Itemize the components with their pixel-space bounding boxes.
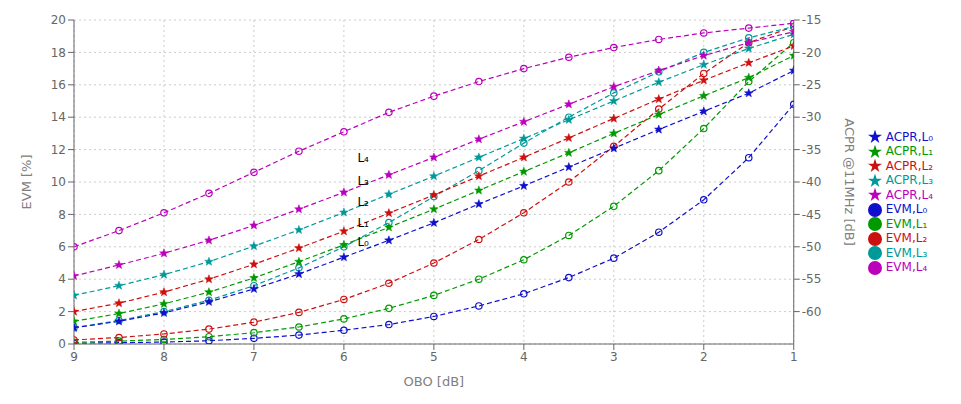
html-text:EVM,L₂: EVM,L₂ (885, 231, 928, 245)
svg-text:-30: -30 (802, 110, 822, 124)
svg-text:L₀: L₀ (357, 235, 369, 249)
svg-text:1: 1 (790, 350, 798, 364)
svg-text:-40: -40 (802, 175, 822, 189)
svg-text:-45: -45 (802, 208, 822, 222)
svg-text:4: 4 (520, 350, 528, 364)
svg-text:7: 7 (250, 350, 258, 364)
svg-text:14: 14 (51, 110, 66, 124)
svg-text:L₄: L₄ (357, 151, 369, 165)
svg-text:-50: -50 (802, 240, 822, 254)
svg-text:0: 0 (58, 337, 66, 351)
svg-text:6: 6 (58, 240, 66, 254)
svg-text:ACPR @11MHz [dB]: ACPR @11MHz [dB] (842, 118, 857, 246)
svg-text:8: 8 (58, 208, 66, 222)
svg-text:EVM [%]: EVM [%] (19, 155, 34, 210)
svg-text:L₁: L₁ (357, 216, 369, 230)
svg-text:9: 9 (70, 350, 78, 364)
svg-text:8: 8 (160, 350, 168, 364)
svg-text:-60: -60 (802, 305, 822, 319)
svg-text:-20: -20 (802, 46, 822, 60)
svg-text:12: 12 (51, 143, 66, 157)
html-text:EVM,L₀: EVM,L₀ (885, 202, 928, 216)
svg-text:2: 2 (700, 350, 708, 364)
html-text:EVM,L₁: EVM,L₁ (885, 216, 928, 231)
html-text:ACPR,L₀: ACPR,L₀ (885, 129, 933, 144)
svg-text:-25: -25 (802, 78, 822, 92)
svg-text:6: 6 (340, 350, 348, 364)
html-text:ACPR,L₃: ACPR,L₃ (885, 173, 933, 187)
svg-text:10: 10 (51, 175, 66, 189)
svg-text:16: 16 (51, 78, 66, 92)
html-text:EVM,L₄: EVM,L₄ (885, 260, 928, 274)
html-text:ACPR,L₂: ACPR,L₂ (885, 158, 933, 173)
svg-text:-15: -15 (802, 13, 822, 27)
html-text:EVM,L₃: EVM,L₃ (885, 245, 928, 260)
svg-text:20: 20 (51, 13, 66, 27)
svg-text:-35: -35 (802, 143, 822, 157)
svg-text:2: 2 (58, 305, 66, 319)
html-text:ACPR,L₄: ACPR,L₄ (885, 187, 933, 202)
svg-text:18: 18 (51, 46, 66, 60)
svg-text:3: 3 (610, 350, 618, 364)
html-text:ACPR,L₁: ACPR,L₁ (885, 144, 933, 158)
svg-text:5: 5 (430, 350, 438, 364)
svg-text:4: 4 (58, 272, 66, 286)
svg-text:-55: -55 (802, 272, 822, 286)
svg-text:L₃: L₃ (357, 174, 369, 188)
svg-text:OBO [dB]: OBO [dB] (404, 374, 465, 389)
svg-text:L₂: L₂ (357, 195, 369, 209)
